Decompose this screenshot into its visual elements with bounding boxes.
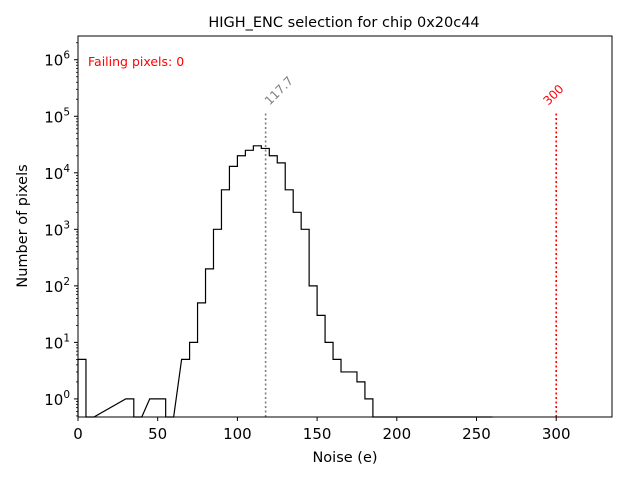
x-tick-label: 200 [382, 425, 411, 443]
x-tick-label: 50 [148, 425, 167, 443]
chart-title: HIGH_ENC selection for chip 0x20c44 [208, 15, 479, 31]
y-tick-label: 103 [44, 219, 70, 239]
x-tick-label: 100 [223, 425, 252, 443]
threshold-label: 300 [540, 82, 566, 108]
x-axis-ticks: 0 50 100 150 200 250 300 [73, 417, 571, 443]
y-tick-label: 106 [44, 50, 70, 70]
plot-frame [77, 35, 613, 418]
x-tick-label: 250 [462, 425, 491, 443]
failing-pixels-text: Failing pixels: 0 [88, 54, 184, 69]
histogram-step [77, 145, 493, 418]
x-axis-label: Noise (e) [312, 450, 377, 466]
y-axis-ticks: 100 101 102 103 104 105 106 [44, 42, 78, 417]
x-tick-label: 300 [542, 425, 571, 443]
y-axis-label: Number of pixels [15, 164, 31, 287]
x-tick-label: 150 [303, 425, 332, 443]
plot-content: 117.7 300 [77, 74, 567, 418]
mean-label: 117.7 [262, 74, 296, 108]
y-tick-label: 105 [44, 106, 70, 126]
y-tick-label: 102 [44, 276, 70, 296]
x-tick-label: 0 [73, 425, 83, 443]
y-tick-label: 101 [44, 332, 70, 352]
y-tick-label: 100 [44, 389, 70, 409]
y-tick-label: 104 [44, 163, 70, 183]
